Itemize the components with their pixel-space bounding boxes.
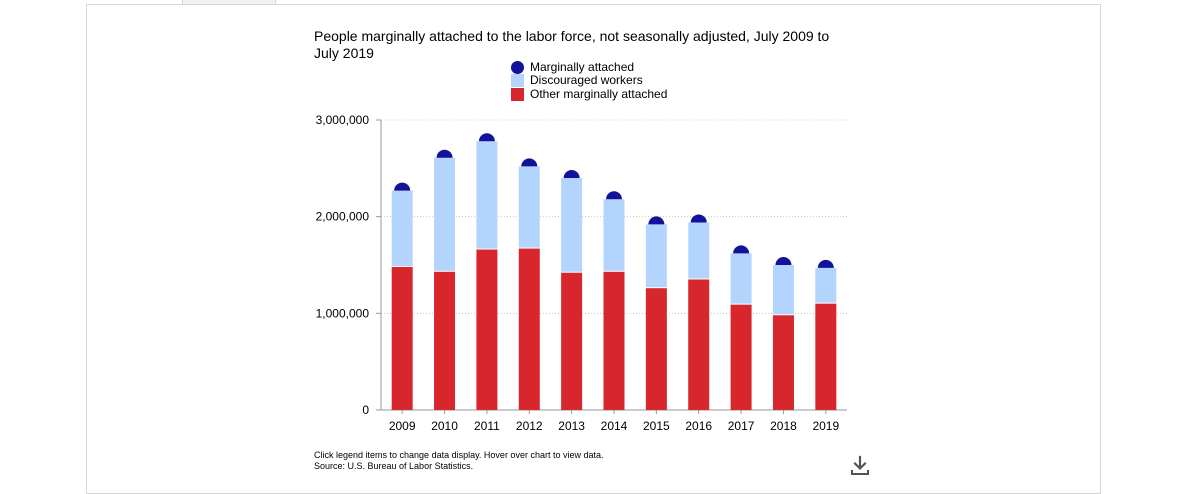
download-icon[interactable] bbox=[848, 454, 872, 478]
y-tick-label: 0 bbox=[362, 403, 369, 417]
bar-discouraged-workers bbox=[772, 265, 794, 315]
chart-frame bbox=[86, 4, 1101, 494]
bar-other-marginally-attached bbox=[434, 271, 456, 410]
x-tick-label: 2013 bbox=[558, 419, 585, 433]
point-marginally-attached bbox=[606, 191, 622, 200]
point-marginally-attached bbox=[394, 182, 411, 191]
x-tick-label: 2019 bbox=[812, 419, 839, 433]
x-tick-label: 2010 bbox=[431, 419, 458, 433]
tab-stub[interactable] bbox=[182, 0, 276, 5]
point-marginally-attached bbox=[775, 257, 792, 265]
bar-other-marginally-attached bbox=[561, 272, 583, 410]
x-tick-label: 2018 bbox=[770, 419, 797, 433]
y-tick-label: 1,000,000 bbox=[316, 306, 370, 320]
point-marginally-attached bbox=[521, 158, 538, 167]
x-tick-label: 2017 bbox=[728, 419, 755, 433]
x-tick-label: 2016 bbox=[685, 419, 712, 433]
bar-discouraged-workers bbox=[434, 157, 456, 271]
bar-discouraged-workers bbox=[688, 222, 710, 279]
point-marginally-attached bbox=[690, 214, 707, 223]
legend-label: Marginally attached bbox=[530, 60, 635, 74]
legend-swatch bbox=[511, 88, 524, 101]
bar-other-marginally-attached bbox=[476, 249, 498, 410]
chart-title: People marginally attached to the labor … bbox=[314, 28, 830, 61]
bar-discouraged-workers bbox=[815, 267, 837, 303]
point-marginally-attached bbox=[478, 133, 495, 142]
x-tick-label: 2014 bbox=[601, 419, 628, 433]
legend-swatch bbox=[511, 74, 524, 87]
bar-discouraged-workers bbox=[391, 190, 413, 266]
footer-note: Click legend items to change data displa… bbox=[314, 450, 604, 460]
chart-plot[interactable]: 0 1,000,000 2,000,000 3,000,000 2009 2010 2011… bbox=[0, 0, 1192, 480]
x-tick-label: 2009 bbox=[389, 419, 416, 433]
legend-label: Discouraged workers bbox=[530, 73, 643, 87]
bar-discouraged-workers bbox=[645, 224, 667, 288]
bar-other-marginally-attached bbox=[688, 279, 710, 410]
bar-other-marginally-attached bbox=[730, 304, 752, 410]
bar-other-marginally-attached bbox=[518, 248, 540, 410]
legend-item-discouraged-workers[interactable]: Discouraged workers bbox=[511, 74, 643, 87]
bar-discouraged-workers bbox=[518, 166, 540, 248]
bar-other-marginally-attached bbox=[603, 271, 625, 410]
legend-item-marginally-attached[interactable]: Marginally attached bbox=[511, 61, 634, 74]
y-tick-label: 3,000,000 bbox=[316, 113, 370, 127]
y-tick-label: 2,000,000 bbox=[316, 210, 370, 224]
legend-circle-icon bbox=[511, 61, 524, 74]
point-marginally-attached bbox=[817, 259, 834, 268]
bar-other-marginally-attached bbox=[815, 303, 837, 410]
legend-label: Other marginally attached bbox=[530, 87, 668, 101]
bar-discouraged-workers bbox=[561, 178, 583, 272]
x-tick-label: 2012 bbox=[516, 419, 543, 433]
bar-discouraged-workers bbox=[603, 199, 625, 271]
footer-source: Source: U.S. Bureau of Labor Statistics. bbox=[314, 461, 474, 471]
point-marginally-attached bbox=[436, 149, 453, 158]
bar-other-marginally-attached bbox=[391, 266, 413, 410]
legend-item-other-marginally-attached[interactable]: Other marginally attached bbox=[511, 88, 667, 101]
bar-other-marginally-attached bbox=[645, 288, 667, 410]
point-marginally-attached bbox=[563, 170, 580, 178]
x-tick-label: 2015 bbox=[643, 419, 670, 433]
point-marginally-attached bbox=[733, 245, 750, 254]
point-marginally-attached bbox=[648, 216, 665, 225]
bar-discouraged-workers bbox=[476, 141, 498, 249]
bar-other-marginally-attached bbox=[772, 315, 794, 410]
x-tick-label: 2011 bbox=[474, 419, 500, 433]
bar-discouraged-workers bbox=[730, 253, 752, 304]
